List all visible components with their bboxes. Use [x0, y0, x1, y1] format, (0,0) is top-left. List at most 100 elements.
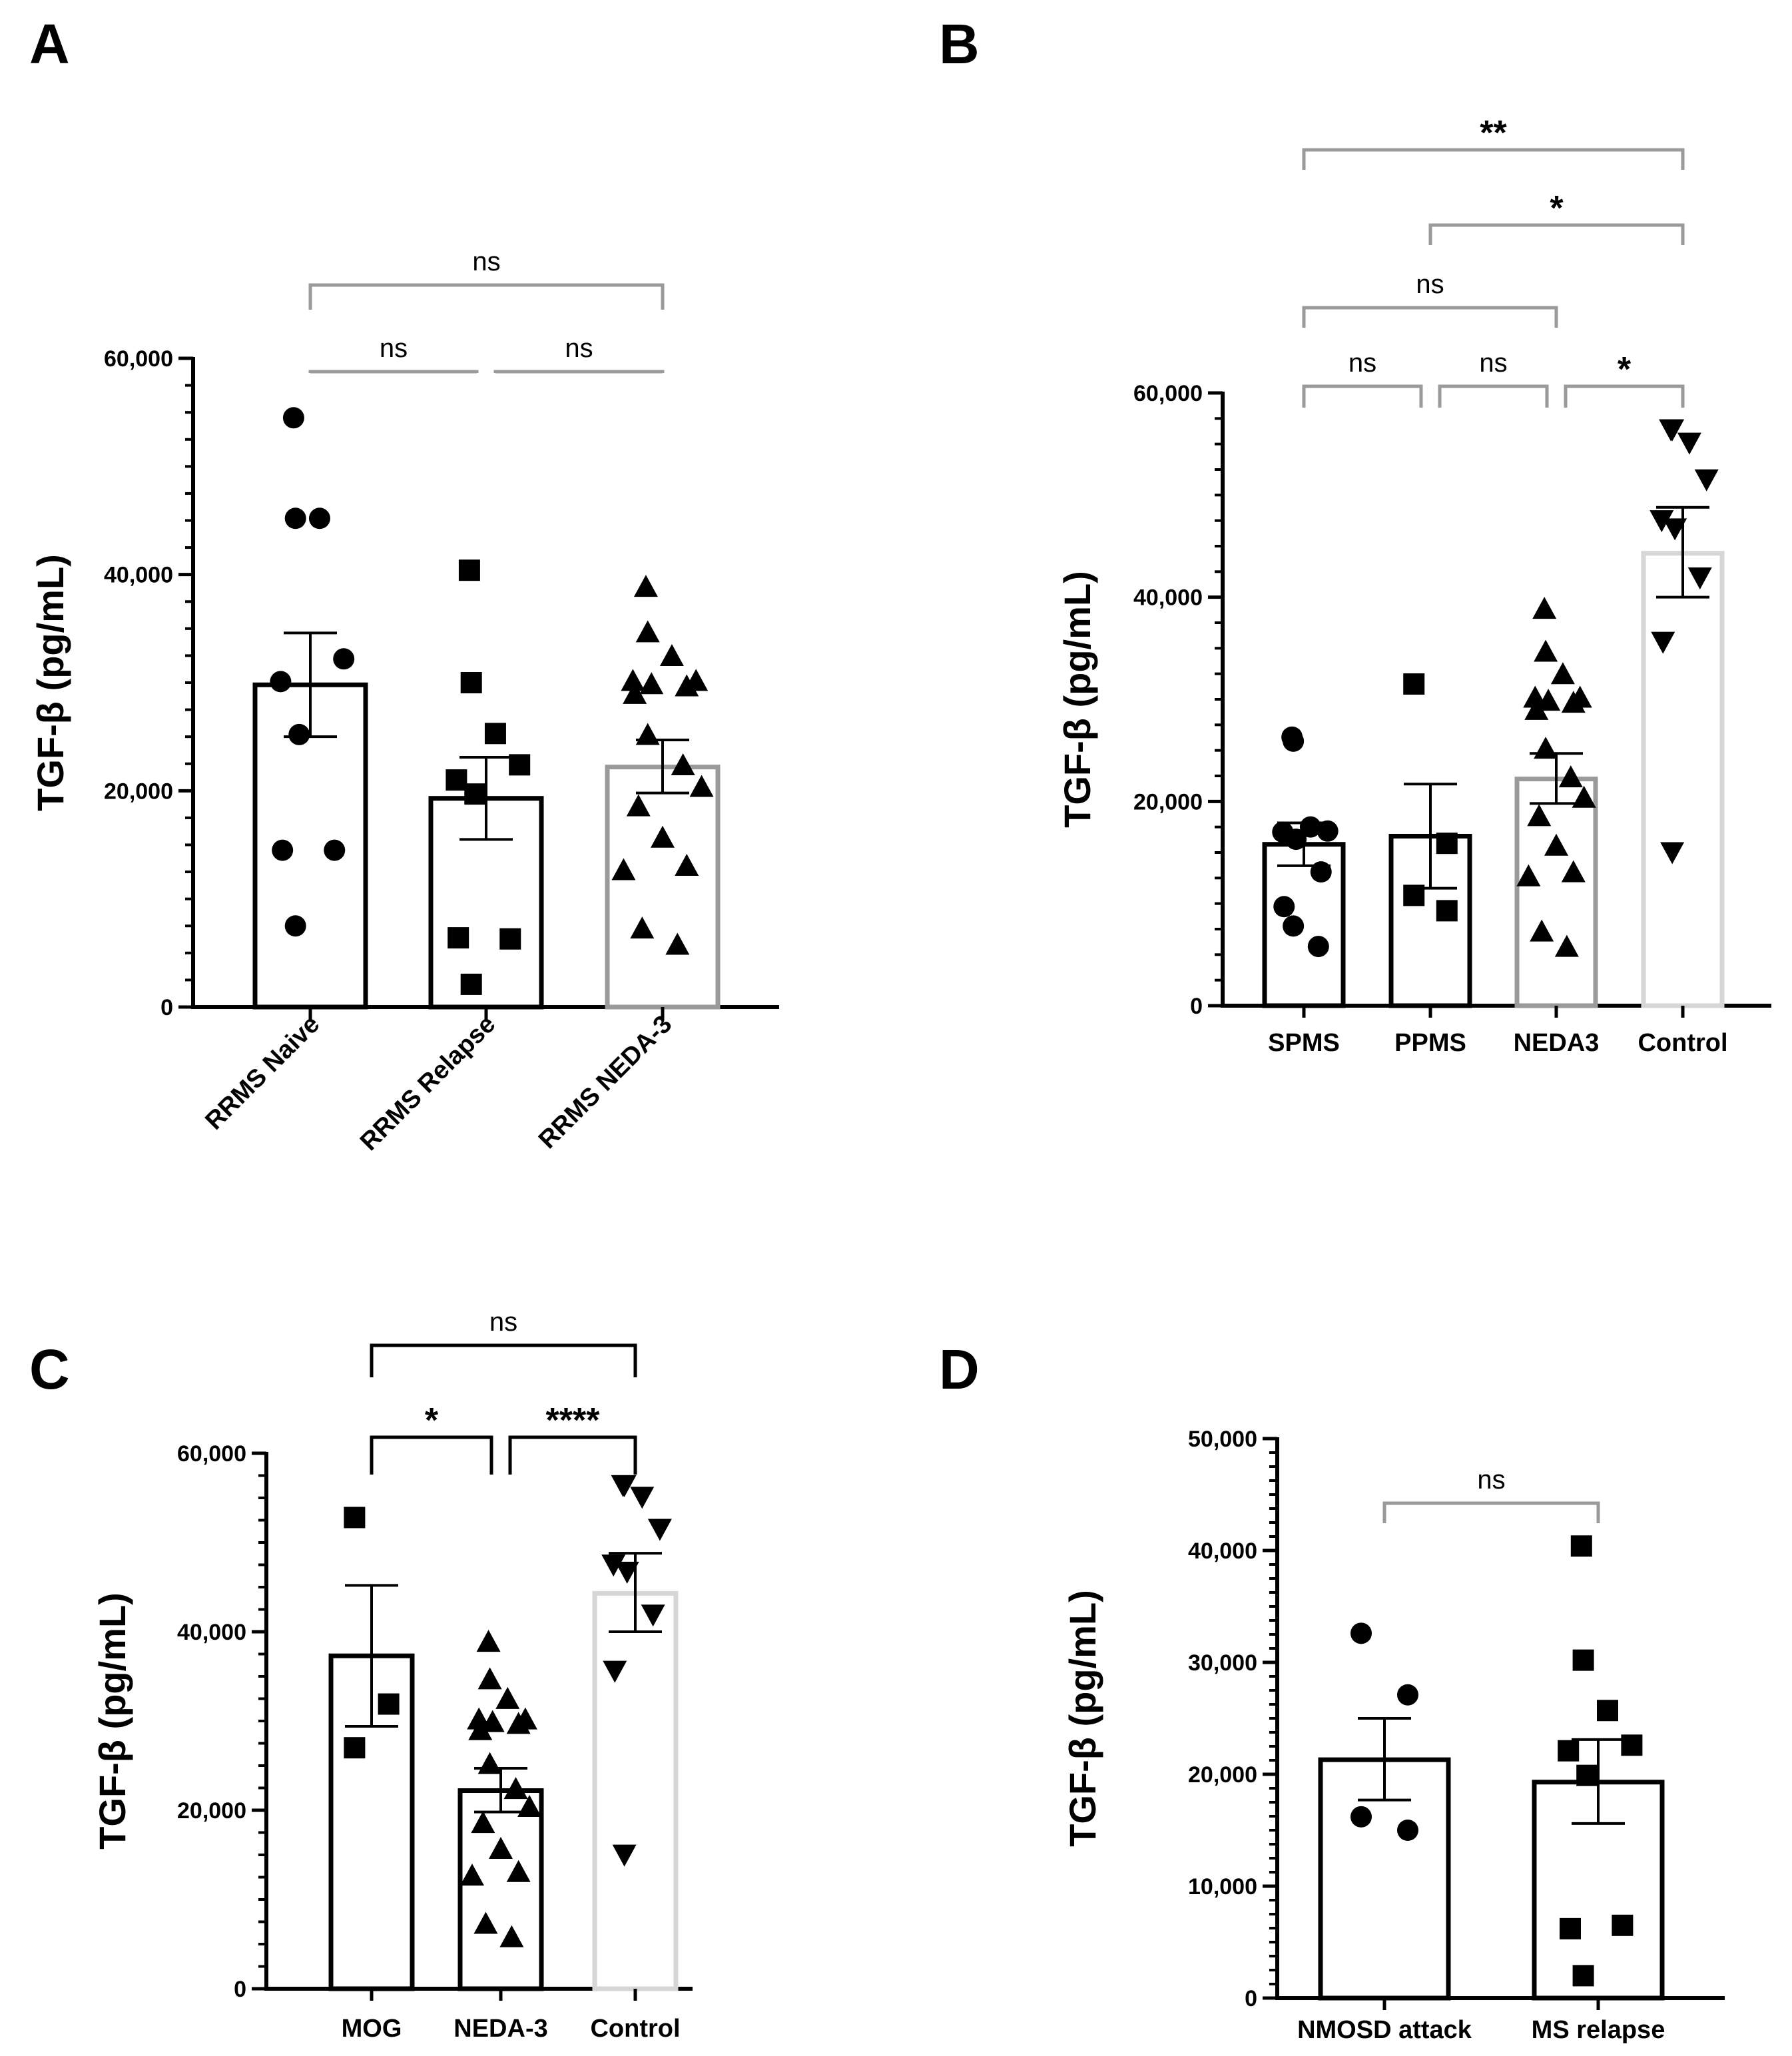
data-point	[671, 753, 695, 775]
x-tick-label: RRMS NEDA-3	[533, 1010, 677, 1154]
data-point	[509, 754, 531, 776]
data-point	[1597, 1700, 1618, 1722]
data-point	[1403, 884, 1425, 906]
data-point	[506, 1860, 531, 1882]
data-point	[612, 1475, 637, 1497]
data-point	[506, 1712, 531, 1734]
data-point	[1299, 816, 1321, 838]
data-point	[1621, 1734, 1643, 1756]
data-point	[460, 973, 482, 995]
data-point	[324, 839, 346, 861]
significance-bracket	[1438, 384, 1549, 408]
data-point	[1397, 1820, 1418, 1841]
y-tick-label: 40,000	[1133, 585, 1203, 611]
data-point	[1397, 1684, 1418, 1706]
data-point	[623, 681, 647, 704]
data-point	[647, 1519, 672, 1541]
data-point	[1350, 1806, 1372, 1828]
significance-label: *	[1550, 189, 1564, 228]
data-point	[689, 775, 714, 797]
panel-letter: C	[29, 1338, 70, 1401]
x-tick-label: RRMS Relapse	[355, 1010, 501, 1156]
significance-label: ns	[489, 1307, 517, 1337]
significance-bracket	[1564, 384, 1685, 408]
significance-label: *	[1618, 350, 1632, 389]
data-point	[1576, 1764, 1598, 1786]
data-point	[1687, 567, 1712, 589]
x-tick-label: MOG	[342, 2015, 402, 2043]
x-tick-label: PPMS	[1394, 1029, 1466, 1057]
data-point	[635, 620, 660, 643]
bar	[457, 1788, 544, 1991]
data-point	[611, 858, 636, 880]
data-point	[517, 1794, 542, 1817]
data-point	[333, 648, 355, 670]
bar	[1514, 777, 1598, 1008]
data-point	[633, 575, 658, 597]
panel-c: C TGF-β (pg/mL) 0 20,000 40,000 60,000 MOG NEDA…	[29, 1307, 693, 2043]
data-point	[477, 1667, 502, 1690]
data-point	[1561, 691, 1586, 713]
data-point	[284, 915, 306, 937]
data-point	[1534, 737, 1558, 759]
data-point	[288, 723, 310, 745]
data-point	[1310, 861, 1332, 883]
significance-bracket	[1302, 306, 1558, 328]
significance-bracket	[308, 370, 479, 374]
y-tick-label: 30,000	[1188, 1650, 1257, 1676]
data-point	[1527, 804, 1552, 827]
y-tick-label: 60,000	[1133, 381, 1203, 406]
data-point	[1436, 900, 1458, 922]
significance-bracket	[508, 1435, 637, 1475]
significance-bracket	[1302, 384, 1423, 408]
data-point	[675, 674, 699, 697]
data-point	[1572, 1965, 1594, 1987]
data-point	[1554, 934, 1579, 957]
y-tick-label: 60,000	[104, 346, 173, 372]
data-point	[272, 839, 294, 861]
data-point	[344, 1507, 366, 1529]
bar	[1641, 551, 1725, 1008]
y-axis-label: TGF-β (pg/mL)	[1061, 1590, 1103, 1847]
data-point	[499, 928, 521, 950]
data-point	[1572, 1649, 1594, 1671]
data-point	[1558, 765, 1583, 788]
data-point	[448, 927, 469, 949]
significance-label: ns	[565, 334, 593, 363]
significance-bracket	[1382, 1501, 1600, 1523]
significance-bracket	[308, 283, 665, 310]
panel-a: A TGF-β (pg/mL) 0 20,000 40,000 60,000 RRMS Na…	[29, 13, 779, 1156]
y-tick-label: 0	[1245, 1986, 1257, 2011]
data-point	[630, 916, 655, 939]
panel-b: B TGF-β (pg/mL) 0 20,000 40,000 60,000 SPMS PPM…	[939, 13, 1771, 1057]
data-point	[1663, 518, 1687, 541]
data-point	[1317, 820, 1339, 842]
x-tick-label: Control	[590, 2015, 680, 2043]
data-point	[612, 1844, 637, 1867]
data-point	[1651, 631, 1675, 654]
significance-label: ns	[1416, 270, 1444, 299]
y-tick-label: 20,000	[104, 779, 173, 804]
data-point	[284, 508, 306, 529]
data-point	[344, 1737, 366, 1759]
data-point	[1285, 829, 1307, 851]
data-point	[480, 1710, 505, 1732]
data-point	[460, 672, 482, 693]
bar	[592, 1590, 679, 1991]
data-point	[1560, 1917, 1581, 1939]
significance-bracket	[493, 370, 665, 374]
significance-bracket	[370, 1343, 637, 1377]
y-tick-label: 40,000	[177, 1620, 246, 1645]
data-point	[1516, 864, 1541, 886]
y-tick-label: 0	[1190, 994, 1203, 1019]
data-point	[635, 723, 660, 745]
data-point	[1273, 896, 1295, 918]
x-tick-label: SPMS	[1268, 1029, 1340, 1057]
data-point	[1570, 1535, 1592, 1557]
data-point	[446, 769, 467, 791]
panel-letter: A	[29, 13, 70, 75]
data-point	[675, 853, 699, 876]
data-point	[471, 1811, 495, 1834]
panel-d: D TGF-β (pg/mL) 0 10,000 20,000 30,000 40,000 5…	[939, 1338, 1725, 2044]
